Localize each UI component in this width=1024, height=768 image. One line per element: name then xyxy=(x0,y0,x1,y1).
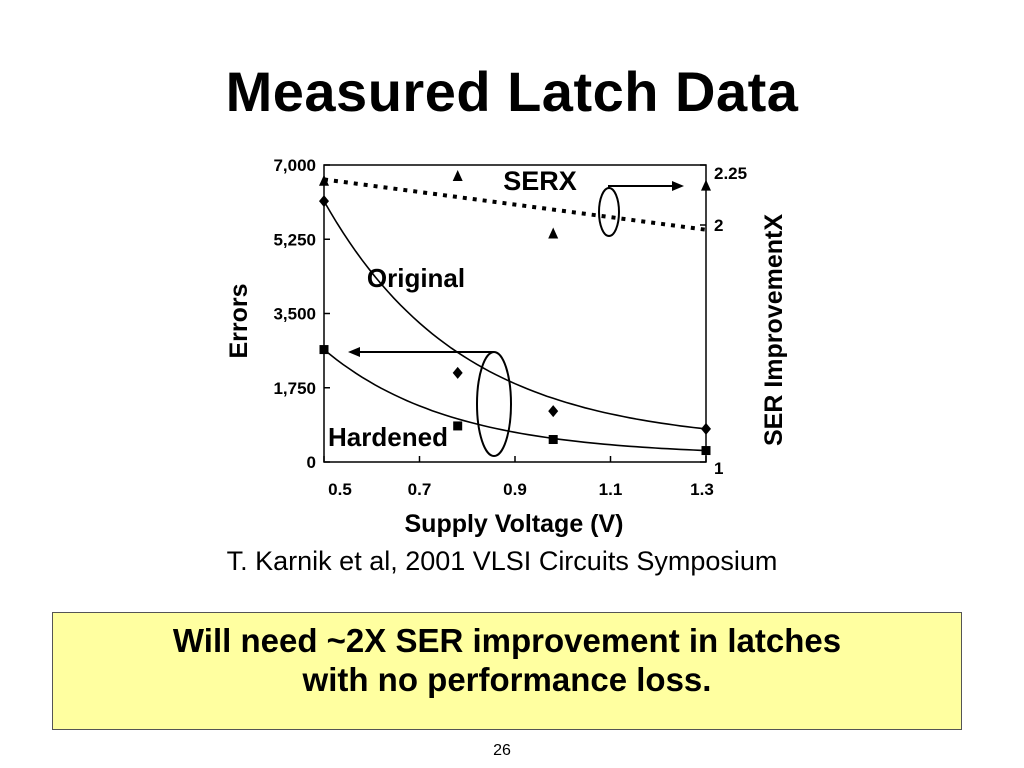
data-point-hardened xyxy=(453,421,463,431)
x-axis-title: Supply Voltage (V) xyxy=(405,510,624,538)
y2-tick-label: 1 xyxy=(714,459,723,478)
y-tick-label: 1,750 xyxy=(273,379,316,398)
data-point-original xyxy=(452,366,463,379)
y2-tick-label: 2.25 xyxy=(714,164,747,183)
data-point-serx xyxy=(701,179,711,191)
y-tick-label: 3,500 xyxy=(273,305,316,324)
x-tick-label: 0.9 xyxy=(503,480,527,499)
callout-box: Will need ~2X SER improvement in latches… xyxy=(52,612,962,730)
series-curve-hardened xyxy=(323,348,707,452)
citation: T. Karnik et al, 2001 VLSI Circuits Symp… xyxy=(226,546,778,576)
series-curve-original xyxy=(323,200,707,430)
annotation-original: Original xyxy=(367,263,465,293)
serx-trend-line xyxy=(323,177,707,232)
hardened-arrow-head xyxy=(348,347,360,357)
x-tick-label: 0.7 xyxy=(408,480,432,499)
callout-line: Will need ~2X SER improvement in latches xyxy=(172,622,842,659)
x-tick-label: 1.3 xyxy=(690,480,714,499)
y-axis-title: Errors xyxy=(225,283,253,358)
serx-arrow-line xyxy=(608,185,674,188)
data-point-hardened xyxy=(701,446,711,456)
data-point-original xyxy=(319,195,329,208)
data-point-hardened xyxy=(319,345,329,355)
callout-line: with no performance loss. xyxy=(302,661,712,698)
hardened-highlight-ellipse xyxy=(476,351,512,457)
y-tick-label: 7,000 xyxy=(273,156,316,175)
data-point-serx xyxy=(548,227,559,239)
data-point-hardened xyxy=(548,435,558,445)
y2-axis-title: SER ImprovementX xyxy=(760,214,788,446)
data-point-original xyxy=(701,422,711,435)
x-tick-label: 1.1 xyxy=(599,480,623,499)
x-tick-label: 0.5 xyxy=(328,480,352,499)
serx-highlight-ellipse xyxy=(598,187,620,237)
page-number: 26 xyxy=(493,742,511,759)
y-tick-label: 0 xyxy=(307,453,316,472)
data-point-serx xyxy=(319,174,329,186)
data-point-original xyxy=(548,405,559,418)
data-point-serx xyxy=(452,170,463,181)
chart: 0 1,750 3,500 5,250 7,000 1 2 2.25 0.5 0.7 0.9 1.1 1… xyxy=(225,156,788,538)
serx-arrow-head xyxy=(672,181,684,191)
y-tick-label: 5,250 xyxy=(273,230,316,249)
annotation-serx: SERX xyxy=(503,166,577,196)
annotation-hardened: Hardened xyxy=(328,422,448,452)
y2-tick-label: 2 xyxy=(714,216,723,235)
slide-title: Measured Latch Data xyxy=(225,60,799,123)
plot-frame xyxy=(323,164,707,463)
